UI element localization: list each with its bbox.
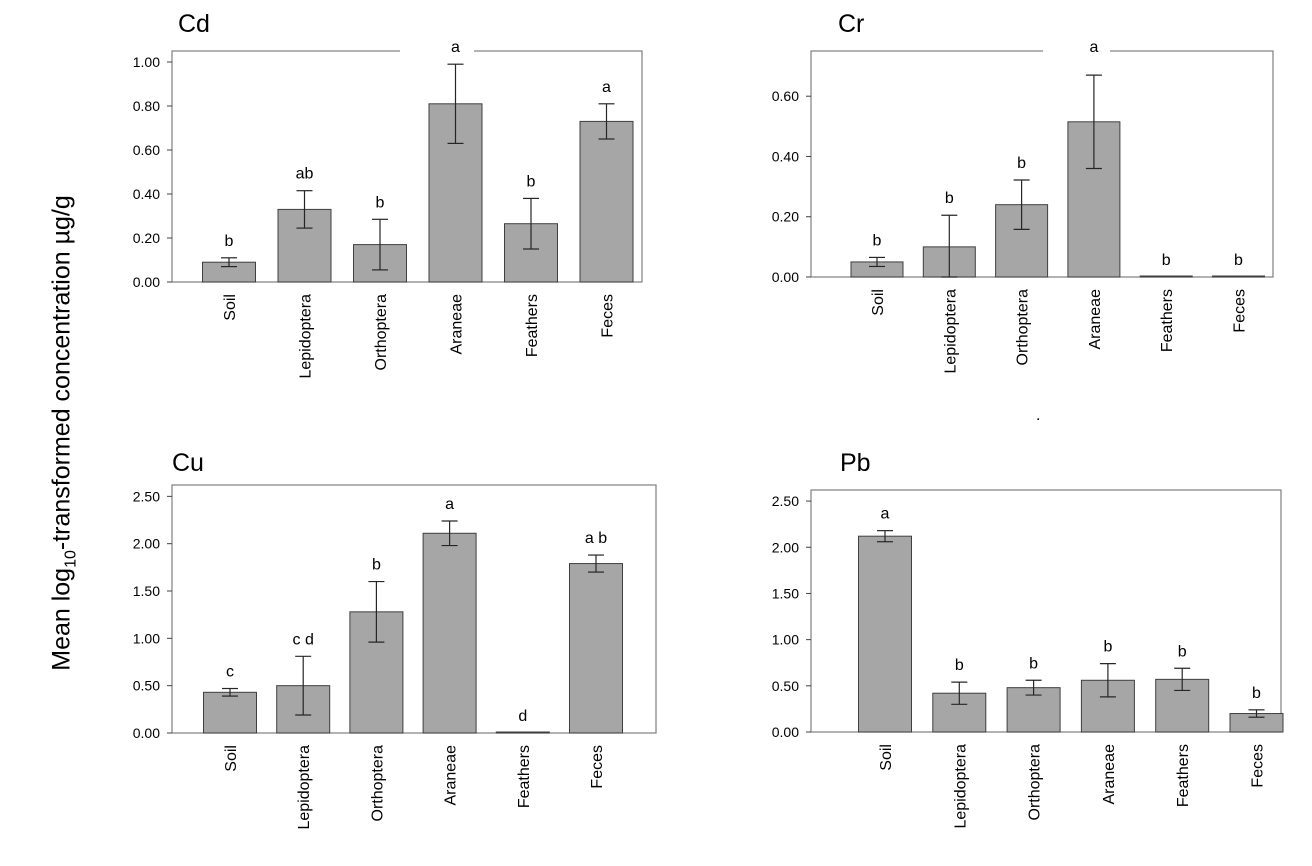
y-tick-label: 2.50: [133, 488, 160, 504]
category-label: Lepidoptera: [296, 745, 313, 830]
chart-panel-pb: Pb 0.00 0.50 1.00 1.50 2.00 2.50 a Soil b Lepidopt…: [772, 449, 1284, 829]
frame-gap: [1043, 48, 1110, 54]
y-tick-label: 1.00: [772, 632, 799, 648]
category-label: Araneae: [443, 745, 460, 806]
y-tick-label: 2.00: [133, 536, 160, 552]
y-tick-label: 0.50: [772, 678, 799, 694]
panel-title: Cd: [178, 10, 210, 38]
significance-label: ab: [296, 166, 314, 183]
significance-label: a b: [585, 530, 607, 547]
y-tick-label: 1.00: [133, 630, 160, 646]
y-tick-label: 1.00: [133, 54, 160, 70]
category-label: Feathers: [1159, 289, 1176, 352]
category-label: Feathers: [516, 745, 533, 808]
significance-label: a: [1089, 39, 1098, 56]
category-label: Orthoptera: [1027, 744, 1044, 821]
category-label: Araneae: [1101, 744, 1118, 805]
category-label: Soil: [870, 289, 887, 316]
y-tick-label: 2.50: [772, 493, 799, 509]
chart-panel-cu: Cu 0.00 0.50 1.00 1.50 2.00 2.50 c Soil c d Lepido…: [133, 449, 657, 830]
frame-gap: [400, 48, 474, 54]
panel-title: Cr: [838, 10, 864, 38]
category-label: Lepidoptera: [298, 294, 315, 379]
category-label: Orthoptera: [1015, 289, 1032, 366]
category-label: Lepidoptera: [942, 289, 959, 374]
y-tick-label: 0.80: [133, 98, 160, 114]
significance-label: b: [873, 232, 882, 249]
significance-label: b: [1029, 655, 1038, 672]
category-label: Feathers: [524, 294, 541, 357]
significance-label: b: [372, 557, 381, 574]
bar-feces: [1212, 275, 1265, 278]
y-tick-label: 0.00: [133, 274, 160, 290]
significance-label: b: [1252, 685, 1261, 702]
y-tick-label: 1.50: [133, 583, 160, 599]
bar-araneae: [422, 532, 477, 734]
significance-label: b: [955, 657, 964, 674]
y-tick-label: 0.60: [772, 88, 799, 104]
category-label: Feces: [1250, 744, 1267, 788]
y-tick-label: 0.40: [772, 148, 799, 164]
bar-feces: [569, 563, 623, 734]
significance-label: a: [451, 39, 460, 56]
significance-label: c: [226, 664, 234, 681]
category-label: Feces: [600, 294, 617, 338]
significance-label: c d: [293, 631, 314, 648]
category-label: Feces: [1232, 289, 1249, 333]
y-tick-label: 0.20: [133, 230, 160, 246]
significance-label: b: [945, 190, 954, 207]
y-tick-label: 0.00: [772, 269, 799, 285]
significance-label: a: [602, 79, 611, 96]
category-label: Feathers: [1175, 744, 1192, 807]
significance-label: a: [445, 496, 454, 513]
significance-label: b: [376, 194, 385, 211]
significance-label: b: [1017, 155, 1026, 172]
significance-label: b: [1103, 639, 1112, 656]
significance-label: b: [1234, 252, 1243, 269]
panel-title: Pb: [840, 449, 871, 477]
category-label: Orthoptera: [373, 294, 390, 371]
bar-feathers: [1139, 275, 1193, 278]
category-label: Soil: [222, 294, 239, 321]
y-tick-label: 0.60: [133, 142, 160, 158]
bar-feathers: [495, 731, 550, 734]
category-label: Soil: [878, 744, 895, 771]
stray-mark: .: [1036, 407, 1040, 424]
y-tick-label: 2.00: [772, 539, 799, 555]
y-tick-label: 0.00: [133, 725, 160, 741]
significance-label: b: [1162, 252, 1171, 269]
bar-feces: [579, 120, 634, 283]
significance-label: b: [1178, 643, 1187, 660]
y-tick-label: 0.40: [133, 186, 160, 202]
y-tick-label: 0.50: [133, 678, 160, 694]
significance-label: b: [527, 173, 536, 190]
category-label: Araneae: [449, 294, 466, 355]
category-label: Feces: [589, 745, 606, 789]
y-tick-label: 1.50: [772, 585, 799, 601]
bar-soil: [203, 691, 257, 734]
y-tick-label: 0.00: [772, 724, 799, 740]
y-tick-label: 0.20: [772, 209, 799, 225]
category-label: Orthoptera: [369, 745, 386, 822]
plot-frame: [171, 484, 657, 734]
chart-panel-cd: Cd0.000.200.400.600.801.00bSoilabLepidop…: [133, 10, 643, 379]
category-label: Soil: [223, 745, 240, 772]
category-label: Lepidoptera: [952, 744, 969, 829]
panel-title: Cu: [172, 449, 204, 477]
chart-panel-cr: Cr 0.00 0.20 0.40 0.60 b Soil b Lepidoptera b Orth…: [772, 10, 1274, 374]
significance-label: d: [518, 708, 527, 725]
category-label: Araneae: [1087, 289, 1104, 350]
bar-soil: [858, 535, 912, 733]
significance-label: a: [881, 506, 890, 523]
significance-label: b: [225, 233, 234, 250]
